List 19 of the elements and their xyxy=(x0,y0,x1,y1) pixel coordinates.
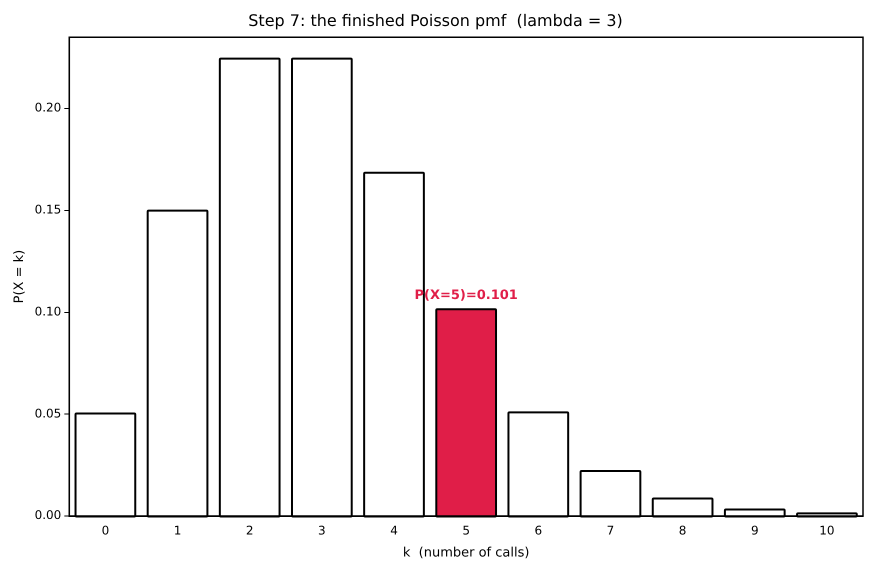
x-tick-label: 10 xyxy=(819,523,835,538)
y-tick-label: 0.05 xyxy=(34,406,62,420)
x-tick-label: 7 xyxy=(606,523,614,538)
y-tick-label: 0.00 xyxy=(34,508,62,522)
y-axis-title: P(X = k) xyxy=(12,250,28,304)
x-axis-title: k (number of calls) xyxy=(402,546,530,561)
x-tick-label: 9 xyxy=(750,523,759,538)
x-tick-label: 0 xyxy=(102,523,110,538)
x-tick-label: 2 xyxy=(246,523,254,538)
x-tick-label: 4 xyxy=(390,523,398,538)
y-tick-label: 0.20 xyxy=(34,100,62,115)
x-tick-label: 5 xyxy=(462,523,470,538)
y-tick-label: 0.15 xyxy=(34,202,62,217)
x-tick-label: 1 xyxy=(174,523,182,538)
x-tick-label: 3 xyxy=(318,523,326,538)
chart-title: Step 7: the finished Poisson pmf (lambda = 3) xyxy=(248,10,623,30)
y-tick-label: 0.10 xyxy=(34,304,62,318)
x-tick-label: 6 xyxy=(534,523,542,538)
x-tick-label: 8 xyxy=(678,523,686,538)
